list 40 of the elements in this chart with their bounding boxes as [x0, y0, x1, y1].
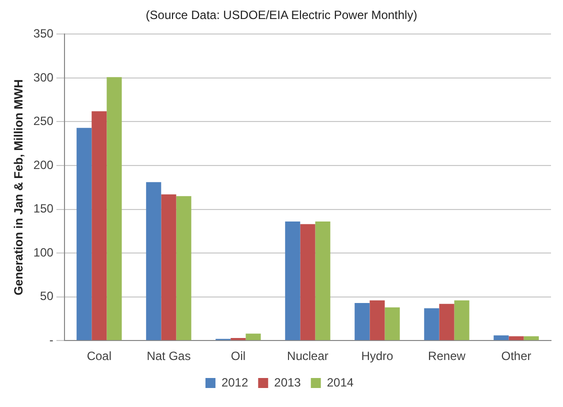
x-tick-label: Nat Gas [146, 349, 191, 364]
bar [508, 336, 524, 340]
y-tick-label: 50 [40, 289, 54, 304]
bar [384, 307, 400, 340]
y-tick-label: 200 [33, 158, 54, 172]
bar [106, 77, 122, 340]
y-tick-label: 300 [33, 70, 54, 84]
bar [424, 308, 440, 340]
bar [246, 334, 261, 340]
bar [161, 194, 176, 340]
legend-label: 2013 [274, 375, 302, 390]
text: (Source Data: USDOE/EIA Electric Power Monthly) [144, 8, 418, 24]
bar [176, 196, 192, 340]
bar [300, 224, 316, 340]
bar [230, 338, 246, 340]
bar [439, 304, 454, 340]
bar [354, 302, 370, 340]
x-tick-label: Coal [86, 349, 112, 364]
bar [524, 336, 539, 340]
bar [92, 111, 107, 340]
y-tick-label: 250 [33, 114, 54, 128]
y-tick-label: - [49, 332, 54, 347]
bar [285, 222, 300, 340]
x-tick-label: Renew [428, 349, 466, 364]
x-tick-label: Oil [230, 349, 246, 364]
y-tick-label: 150 [33, 202, 54, 216]
y-axis-title: Generation in Jan & Feb, Million MWH [12, 79, 26, 296]
y-tick-label: 350 [33, 26, 54, 41]
legend-label: 2012 [221, 375, 248, 390]
y-tick-label: 100 [33, 245, 54, 260]
x-tick-label: Hydro [361, 349, 394, 364]
x-tick-label: Other [501, 349, 532, 364]
bar [146, 182, 162, 340]
bar [76, 128, 92, 340]
legend-label: 2014 [326, 375, 354, 390]
bar [454, 300, 470, 340]
bar [315, 222, 330, 340]
x-tick-label: Nuclear [287, 349, 328, 364]
bar [494, 335, 509, 340]
bar [370, 300, 385, 340]
